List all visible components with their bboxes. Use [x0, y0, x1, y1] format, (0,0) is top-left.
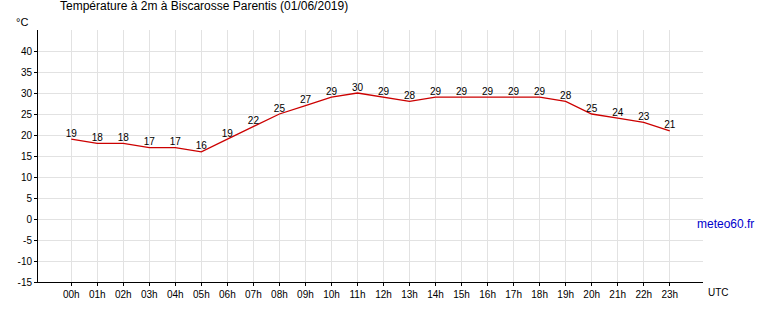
svg-text:UTC: UTC [708, 287, 729, 298]
svg-text:°C: °C [16, 16, 28, 28]
svg-text:01h: 01h [89, 289, 106, 300]
svg-text:21: 21 [664, 119, 676, 130]
svg-text:18: 18 [92, 132, 104, 143]
svg-text:17: 17 [144, 136, 156, 147]
svg-text:5: 5 [26, 193, 32, 204]
svg-text:28: 28 [404, 90, 416, 101]
svg-text:06h: 06h [219, 289, 236, 300]
svg-text:22: 22 [248, 115, 260, 126]
svg-text:08h: 08h [271, 289, 288, 300]
svg-text:25: 25 [21, 109, 33, 120]
svg-text:02h: 02h [115, 289, 132, 300]
svg-text:29: 29 [534, 86, 546, 97]
svg-text:16h: 16h [479, 289, 496, 300]
svg-text:14h: 14h [427, 289, 444, 300]
svg-text:10: 10 [21, 172, 33, 183]
svg-text:-10: -10 [18, 256, 33, 267]
svg-text:19: 19 [66, 128, 78, 139]
svg-text:25: 25 [586, 103, 598, 114]
svg-text:13h: 13h [401, 289, 418, 300]
svg-text:23h: 23h [661, 289, 678, 300]
svg-text:10h: 10h [323, 289, 340, 300]
svg-text:15: 15 [21, 151, 33, 162]
svg-text:27: 27 [300, 94, 312, 105]
svg-text:15h: 15h [453, 289, 470, 300]
svg-text:40: 40 [21, 46, 33, 57]
svg-text:21h: 21h [609, 289, 626, 300]
svg-text:04h: 04h [167, 289, 184, 300]
svg-text:05h: 05h [193, 289, 210, 300]
svg-text:28: 28 [560, 90, 572, 101]
svg-text:29: 29 [482, 86, 494, 97]
svg-text:Température à 2m à Biscarosse: Température à 2m à Biscarosse Parentis (… [60, 0, 348, 13]
svg-text:18: 18 [118, 132, 130, 143]
svg-text:07h: 07h [245, 289, 262, 300]
svg-text:17: 17 [170, 136, 182, 147]
svg-text:22h: 22h [635, 289, 652, 300]
svg-text:29: 29 [430, 86, 442, 97]
svg-text:24: 24 [612, 107, 624, 118]
svg-text:03h: 03h [141, 289, 158, 300]
svg-text:25: 25 [274, 103, 286, 114]
svg-text:11h: 11h [350, 289, 366, 300]
svg-text:29: 29 [456, 86, 468, 97]
svg-text:-15: -15 [18, 277, 33, 288]
svg-text:-5: -5 [23, 235, 32, 246]
svg-text:20h: 20h [583, 289, 600, 300]
svg-text:12h: 12h [375, 289, 392, 300]
svg-text:29: 29 [508, 86, 520, 97]
svg-text:20: 20 [21, 130, 33, 141]
svg-text:17h: 17h [505, 289, 522, 300]
svg-text:30: 30 [21, 88, 33, 99]
svg-text:19h: 19h [557, 289, 574, 300]
svg-text:29: 29 [378, 86, 390, 97]
svg-text:00h: 00h [63, 289, 80, 300]
svg-text:18h: 18h [531, 289, 548, 300]
svg-text:meteo60.fr: meteo60.fr [697, 217, 754, 231]
svg-text:19: 19 [222, 128, 234, 139]
svg-text:09h: 09h [297, 289, 314, 300]
svg-text:23: 23 [638, 111, 650, 122]
svg-text:16: 16 [196, 140, 208, 151]
svg-text:30: 30 [352, 82, 364, 93]
svg-text:0: 0 [26, 214, 32, 225]
svg-text:29: 29 [326, 86, 338, 97]
svg-text:35: 35 [21, 67, 33, 78]
